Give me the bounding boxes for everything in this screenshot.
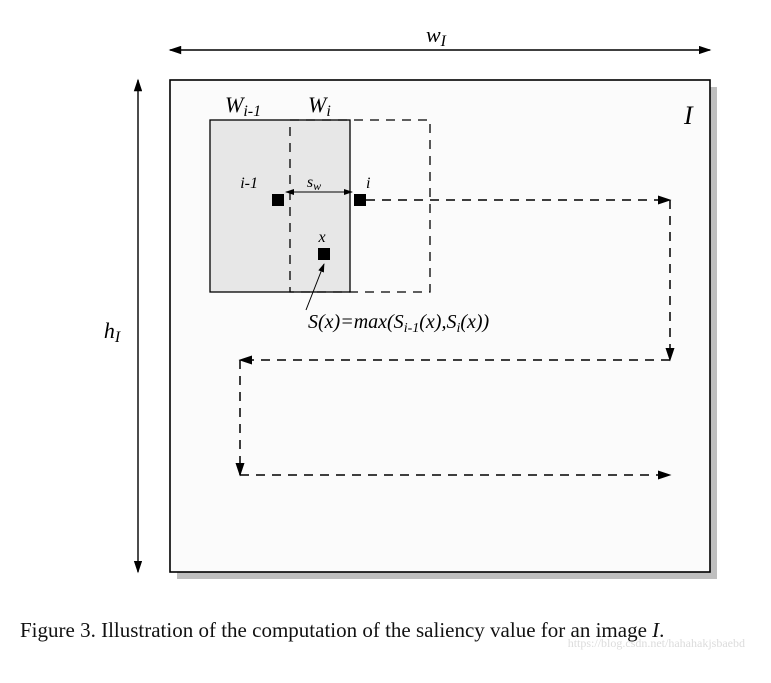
figure-container: wIhIIWi-1Wii-1ixswS(x)=max(Si-1(x),Si(x)… xyxy=(20,20,751,651)
svg-text:I: I xyxy=(683,101,694,130)
figure-caption: Figure 3. Illustration of the computatio… xyxy=(20,616,751,644)
svg-text:i: i xyxy=(366,175,370,192)
caption-text: Figure 3. Illustration of the computatio… xyxy=(20,618,652,642)
caption-period: . xyxy=(659,618,664,642)
svg-text:S(x)=max(Si-1(x),Si(x)): S(x)=max(Si-1(x),Si(x)) xyxy=(308,311,490,336)
svg-text:wI: wI xyxy=(426,22,447,50)
svg-text:hI: hI xyxy=(104,318,121,346)
svg-text:x: x xyxy=(317,229,325,246)
svg-text:i-1: i-1 xyxy=(240,175,258,192)
diagram-svg: wIhIIWi-1Wii-1ixswS(x)=max(Si-1(x),Si(x)… xyxy=(20,20,751,590)
